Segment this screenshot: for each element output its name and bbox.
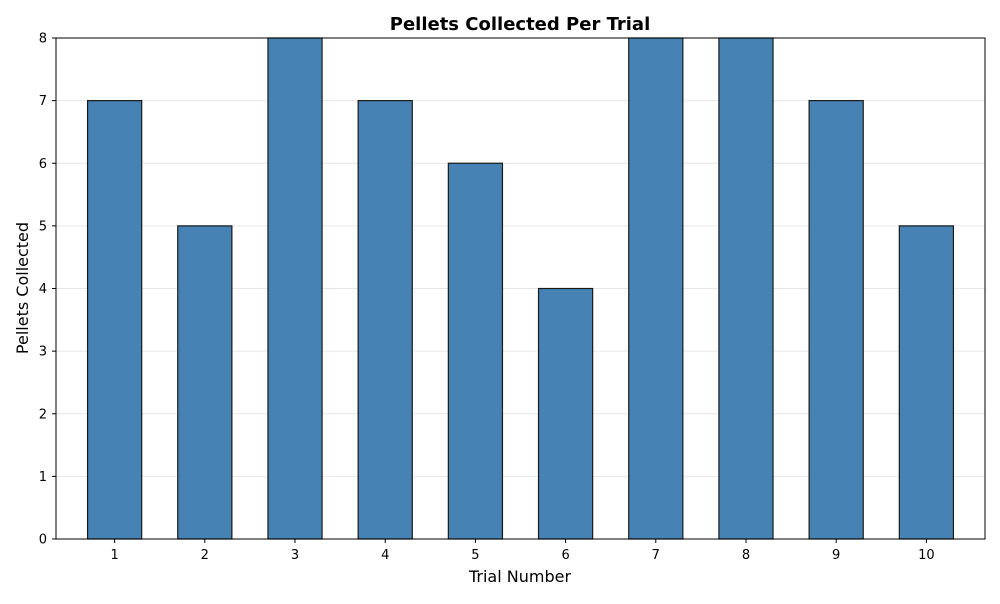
bar-trial-4 — [357, 100, 413, 540]
y-axis-label: Pellets Collected — [13, 222, 32, 354]
bar-trial-10 — [898, 225, 955, 540]
x-tick-label: 7 — [652, 548, 660, 563]
y-axis: 0 1 2 3 4 5 6 7 8 — [39, 32, 56, 548]
x-tick-label: 3 — [291, 548, 299, 563]
x-tick-label: 2 — [201, 548, 209, 563]
x-axis: 1 2 3 4 5 6 7 8 9 10 — [110, 539, 935, 563]
x-tick-label: 1 — [110, 548, 118, 563]
x-tick-label: 6 — [561, 548, 569, 563]
x-tick-label: 9 — [832, 548, 840, 563]
bar-trial-9 — [808, 100, 864, 540]
bar-trial-8 — [718, 37, 774, 540]
bar-trial-2 — [177, 225, 233, 540]
x-axis-label: Trial Number — [468, 567, 571, 586]
y-tick-label: 1 — [39, 470, 47, 485]
x-tick-label: 4 — [381, 548, 389, 563]
y-tick-label: 8 — [39, 32, 47, 47]
bar-trial-5 — [447, 162, 504, 540]
bar-trial-1 — [86, 100, 143, 540]
y-tick-label: 7 — [39, 94, 47, 109]
bar-trial-3 — [267, 37, 323, 540]
bar-trial-6 — [537, 287, 594, 540]
y-tick-label: 4 — [39, 282, 47, 297]
y-tick-label: 0 — [39, 533, 47, 548]
bars — [86, 37, 955, 540]
x-tick-label: 8 — [742, 548, 750, 563]
y-tick-label: 2 — [39, 407, 47, 422]
y-tick-label: 3 — [39, 345, 47, 360]
bar-trial-7 — [628, 37, 684, 540]
chart-title: Pellets Collected Per Trial — [390, 14, 651, 35]
y-tick-label: 6 — [39, 157, 47, 172]
y-tick-label: 5 — [39, 219, 47, 234]
x-tick-label: 10 — [918, 548, 935, 563]
x-tick-label: 5 — [471, 548, 479, 563]
